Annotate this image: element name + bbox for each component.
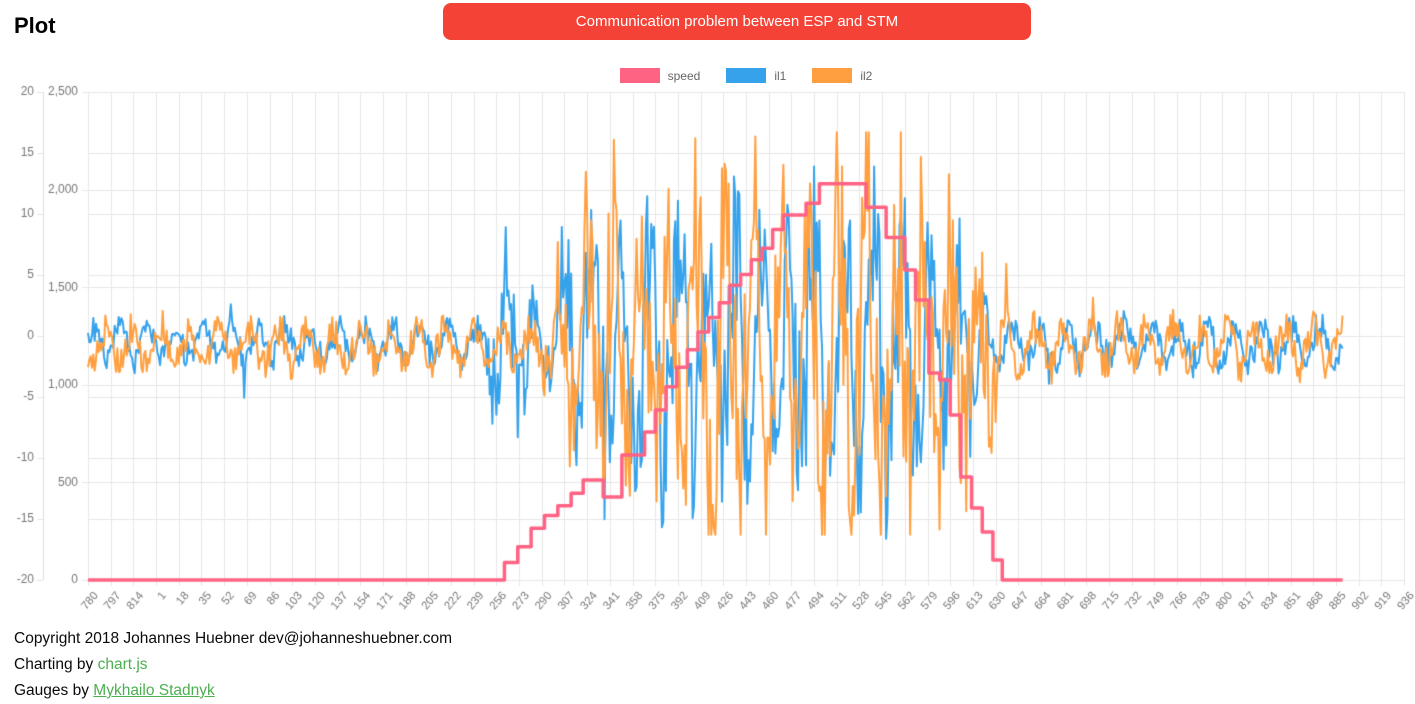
copyright-text: Copyright 2018 Johannes Huebner dev@joha… bbox=[14, 630, 452, 647]
gauges-author-link[interactable]: Mykhailo Stadnyk bbox=[93, 682, 215, 699]
page-title: Plot bbox=[14, 13, 56, 38]
charting-credit-prefix: Charting by bbox=[14, 656, 98, 673]
error-toast: Communication problem between ESP and ST… bbox=[443, 3, 1031, 40]
gauges-credit: Gauges by Mykhailo Stadnyk bbox=[14, 678, 452, 704]
gauges-credit-prefix: Gauges by bbox=[14, 682, 94, 699]
plot-chart-canvas[interactable] bbox=[0, 60, 1415, 630]
charting-credit: Charting by chart.js bbox=[14, 652, 452, 678]
chartjs-link[interactable]: chart.js bbox=[97, 656, 148, 673]
error-toast-message: Communication problem between ESP and ST… bbox=[575, 13, 899, 30]
page-footer: Copyright 2018 Johannes Huebner dev@joha… bbox=[14, 626, 452, 704]
